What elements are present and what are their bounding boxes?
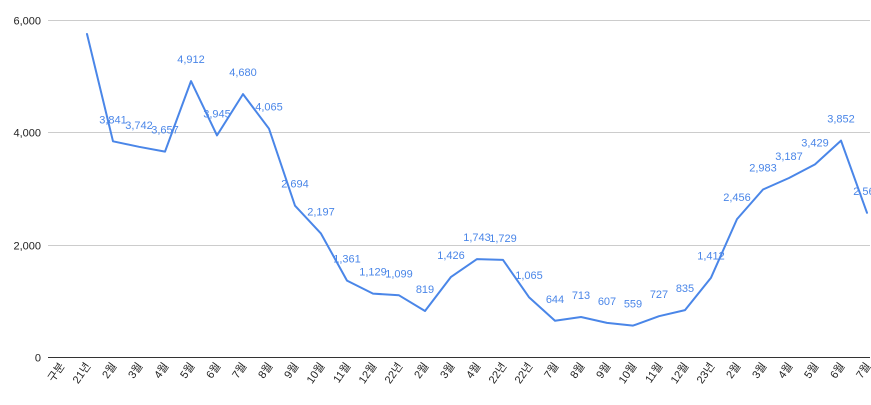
x-tick-label: 21년 [70,360,93,386]
x-tick-label: 구분 [46,361,67,384]
x-tick-label: 22년 [486,360,509,386]
x-tick-label: 8월 [255,360,275,381]
x-tick-label: 9월 [281,360,301,381]
x-tick-label: 6월 [827,360,847,381]
x-tick-label: 4월 [463,360,483,381]
gridlines [48,20,870,358]
data-label: 3,742 [125,120,153,132]
y-tick-label: 0 [35,353,41,365]
x-tick-label: 10월 [616,360,639,386]
data-label: 1,099 [385,268,413,280]
x-tick-label: 11월 [642,360,665,385]
x-tick-label: 4월 [151,360,171,381]
y-tick-label: 2,000 [13,241,41,253]
x-tick-label: 3월 [749,360,769,381]
x-tick-label: 7월 [229,360,249,381]
x-tick-label: 4월 [775,360,795,381]
data-label: 1,743 [463,232,491,244]
data-label: 559 [624,299,642,311]
data-label: 1,361 [333,254,361,266]
data-label: 713 [572,290,590,302]
data-label: 607 [598,296,616,308]
data-label: 3,187 [775,151,803,163]
data-label: 3,429 [801,137,829,149]
x-tick-label: 10월 [304,360,327,386]
x-tick-label: 12월 [668,360,691,386]
x-tick-label: 2월 [723,360,743,381]
data-label: 4,680 [229,67,257,79]
x-tick-label: 5월 [801,360,821,381]
x-tick-label: 8월 [567,360,587,381]
y-axis-ticks: 0 2,000 4,000 6,000 [13,16,41,365]
data-label: 2,456 [723,192,751,204]
x-tick-label: 22년 [512,360,535,386]
x-tick-label: 3월 [125,360,145,381]
data-label: 3,945 [203,108,231,120]
x-tick-label: 6월 [203,360,223,381]
data-label: 1,412 [697,251,725,263]
y-tick-label: 6,000 [13,16,41,28]
data-label: 1,729 [489,233,517,245]
series-line [86,33,868,327]
x-tick-label: 9월 [593,360,613,381]
x-tick-label: 5월 [177,360,197,381]
data-label: 2,197 [307,207,335,219]
data-label: 4,912 [177,54,205,66]
x-tick-label: 7월 [853,360,871,381]
data-label: 4,065 [255,102,283,114]
data-label: 727 [650,289,668,301]
x-axis-ticks: 구분 21년 2월 3월 4월 5월 6월 7월 8월 9월 10월 11월 12월 22년 2월 3월 4월 2… [46,360,871,386]
data-label: 3,657 [151,125,179,137]
y-tick-label: 4,000 [13,128,41,140]
data-label: 2,694 [281,179,309,191]
x-tick-label: 7월 [541,360,561,381]
series-line-layer [86,33,868,327]
x-tick-label: 22년 [382,360,405,386]
data-label: 3,852 [827,114,855,126]
x-tick-label: 3월 [437,360,457,381]
x-tick-label: 11월 [330,360,353,385]
x-tick-label: 2월 [411,360,431,381]
data-label: 2,567 [853,186,871,198]
data-label: 1,065 [515,270,543,282]
data-label: 819 [416,284,434,296]
data-label: 3,841 [99,114,127,126]
x-tick-label: 23년 [694,360,717,386]
x-tick-label: 2월 [99,360,119,381]
data-label: 644 [546,294,564,306]
data-label: 2,983 [749,162,777,174]
x-tick-label: 12월 [356,360,379,386]
data-label: 835 [676,283,694,295]
data-label: 1,426 [437,250,465,262]
data-label: 1,129 [359,267,387,279]
